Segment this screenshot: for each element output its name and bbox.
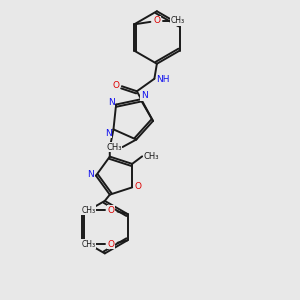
Text: O: O — [108, 206, 115, 215]
Text: N: N — [108, 98, 115, 106]
Text: O: O — [153, 16, 160, 25]
Text: CH₃: CH₃ — [106, 142, 122, 152]
Text: CH₃: CH₃ — [82, 206, 96, 215]
Text: CH₃: CH₃ — [82, 239, 96, 248]
Text: O: O — [135, 182, 142, 190]
Text: O: O — [108, 239, 115, 248]
Text: O: O — [112, 80, 119, 89]
Text: N: N — [88, 170, 94, 179]
Text: NH: NH — [156, 76, 170, 85]
Text: CH₃: CH₃ — [171, 16, 185, 25]
Text: N: N — [141, 91, 148, 100]
Text: N: N — [105, 129, 112, 138]
Text: CH₃: CH₃ — [143, 152, 159, 161]
